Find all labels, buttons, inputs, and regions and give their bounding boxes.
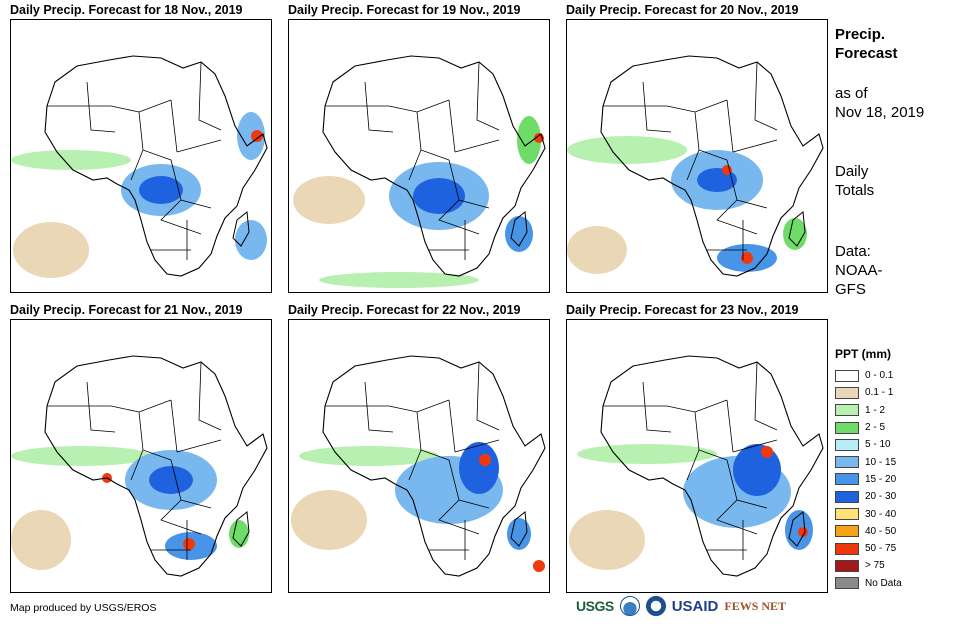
legend-label: 1 - 2 <box>865 404 886 416</box>
legend-swatch <box>835 404 859 417</box>
legend-title: PPT (mm) <box>835 347 892 361</box>
legend-item: 10 - 15 <box>835 453 902 470</box>
legend-item: 20 - 30 <box>835 488 902 505</box>
forecast-panel-21-nov: Daily Precip. Forecast for 21 Nov., 2019 <box>10 303 272 593</box>
panel-title: Daily Precip. Forecast for 21 Nov., 2019 <box>10 303 243 317</box>
legend-label: 0 - 0.1 <box>865 370 894 382</box>
legend-item: No Data <box>835 575 902 592</box>
forecast-panel-19-nov: Daily Precip. Forecast for 19 Nov., 2019 <box>288 3 550 293</box>
legend-swatch <box>835 438 859 451</box>
forecast-panel-23-nov: Daily Precip. Forecast for 23 Nov., 2019 <box>566 303 828 593</box>
legend-item: 50 - 75 <box>835 540 902 557</box>
legend-swatch <box>835 542 859 555</box>
legend-item: 1 - 2 <box>835 402 902 419</box>
legend-swatch <box>835 490 859 503</box>
legend-label: 5 - 10 <box>865 439 891 451</box>
legend-swatch <box>835 421 859 434</box>
legend-item: > 75 <box>835 557 902 574</box>
legend-swatch <box>835 456 859 469</box>
map-credit: Map produced by USGS/EROS <box>10 602 157 614</box>
precip-map <box>566 19 828 293</box>
legend-label: 15 - 20 <box>865 473 897 485</box>
legend-swatch <box>835 559 859 572</box>
legend-item: 30 - 40 <box>835 505 902 522</box>
usgs-logo: USGS <box>576 598 614 614</box>
legend-label: 50 - 75 <box>865 543 897 555</box>
legend-swatch <box>835 473 859 486</box>
legend-swatch <box>835 369 859 382</box>
legend-item: 0.1 - 1 <box>835 384 902 401</box>
legend-item: 2 - 5 <box>835 419 902 436</box>
legend-item: 40 - 50 <box>835 523 902 540</box>
precip-map <box>288 319 550 593</box>
legend-label: > 75 <box>865 560 885 572</box>
precip-map <box>288 19 550 293</box>
legend-swatch <box>835 386 859 399</box>
legend-label: 0.1 - 1 <box>865 387 894 399</box>
forecast-panel-20-nov: Daily Precip. Forecast for 20 Nov., 2019 <box>566 3 828 293</box>
forecast-panel-18-nov: Daily Precip. Forecast for 18 Nov., 2019 <box>10 3 272 293</box>
legend-swatch <box>835 525 859 538</box>
data-source: Data: NOAA- GFS <box>835 243 883 298</box>
panel-title: Daily Precip. Forecast for 18 Nov., 2019 <box>10 3 243 17</box>
panel-title: Daily Precip. Forecast for 22 Nov., 2019 <box>288 303 521 317</box>
legend-item: 15 - 20 <box>835 471 902 488</box>
legend-item: 5 - 10 <box>835 436 902 453</box>
legend-item: 0 - 0.1 <box>835 367 902 384</box>
usaid-seal-icon <box>645 596 666 616</box>
usaid-logo: USAID <box>671 597 719 615</box>
legend-label: 2 - 5 <box>865 422 886 434</box>
noaa-logo-icon <box>619 596 640 616</box>
legend-label: 10 - 15 <box>865 456 897 468</box>
precip-map <box>10 319 272 593</box>
legend-label: 20 - 30 <box>865 491 897 503</box>
panel-title: Daily Precip. Forecast for 23 Nov., 2019 <box>566 303 799 317</box>
fews-net-logo: FEWS NET <box>724 598 787 613</box>
legend-label: 40 - 50 <box>865 525 897 537</box>
precip-legend: PPT (mm) 0 - 0.1 0.1 - 1 1 - 2 2 - 5 5 - 10 1… <box>835 347 902 592</box>
map-series-title: Precip. Forecast <box>835 26 898 62</box>
panel-title: Daily Precip. Forecast for 19 Nov., 2019 <box>288 3 521 17</box>
forecast-date: as of Nov 18, 2019 <box>835 85 925 121</box>
legend-label: No Data <box>865 577 902 589</box>
totals-label: Daily Totals <box>835 163 875 199</box>
agency-logos: USGS USAID FEWS NET <box>576 596 786 616</box>
forecast-panel-22-nov: Daily Precip. Forecast for 22 Nov., 2019 <box>288 303 550 593</box>
panel-title: Daily Precip. Forecast for 20 Nov., 2019 <box>566 3 799 17</box>
precip-map <box>566 319 828 593</box>
legend-swatch <box>835 508 859 521</box>
precip-map <box>10 19 272 293</box>
legend-label: 30 - 40 <box>865 508 897 520</box>
legend-swatch <box>835 577 859 590</box>
